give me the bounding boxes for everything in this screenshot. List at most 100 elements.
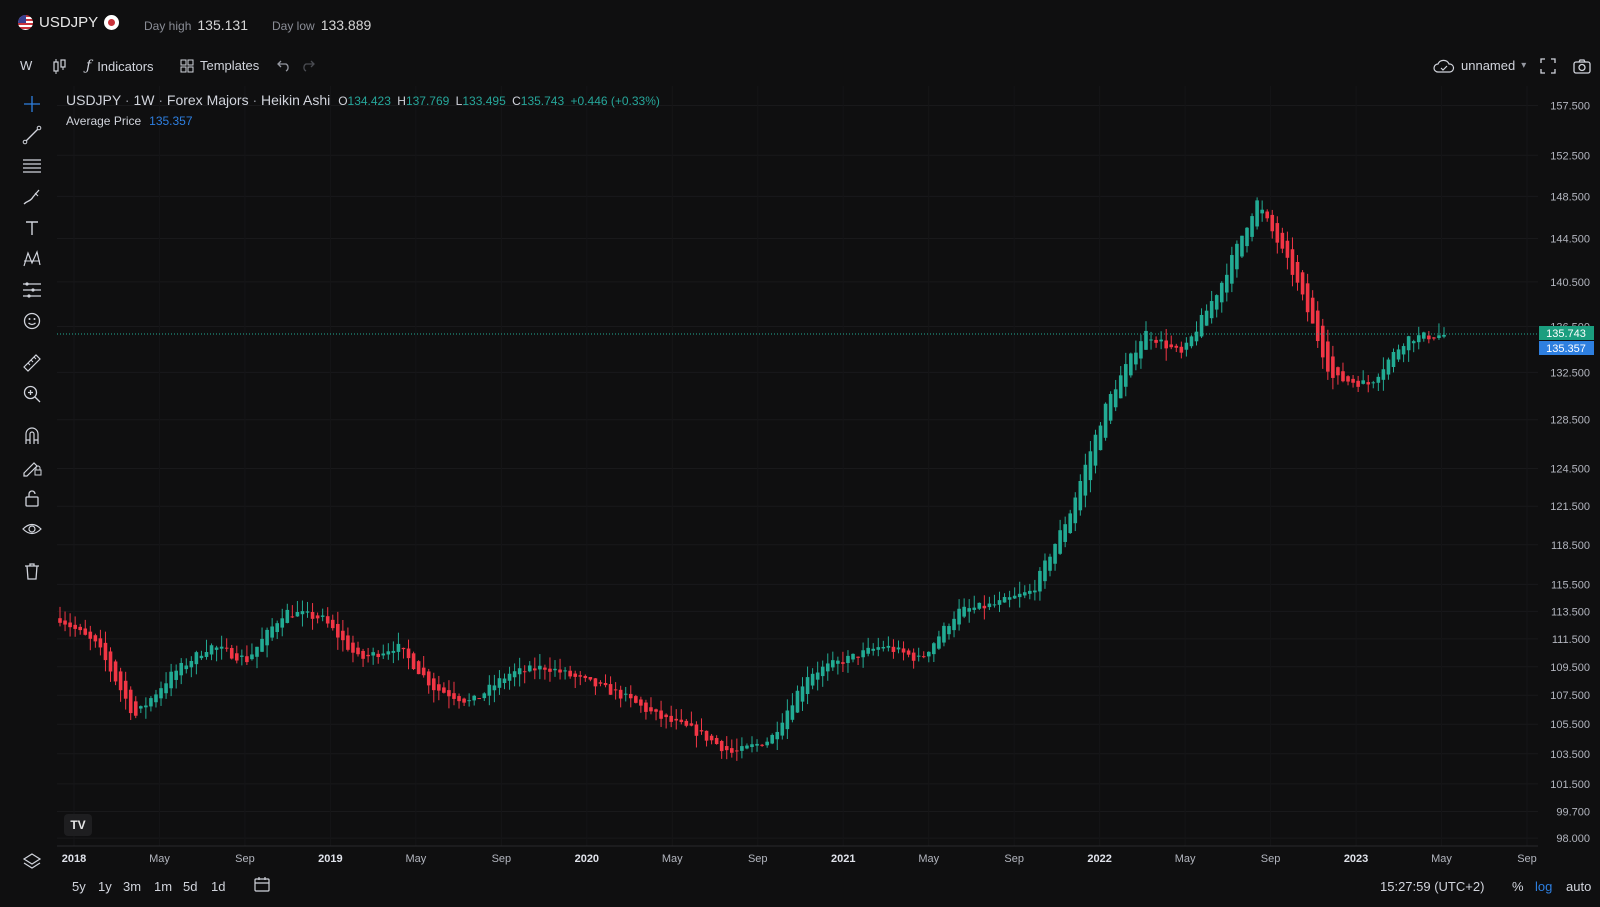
candle-down xyxy=(1154,339,1158,343)
percent-toggle[interactable]: % xyxy=(1512,879,1524,894)
fullscreen-button[interactable] xyxy=(1540,58,1556,74)
layout-button[interactable]: unnamed ▾ xyxy=(1433,58,1526,73)
candle-up xyxy=(1381,369,1386,380)
range-1m-button[interactable]: 1m xyxy=(154,879,173,894)
remove-drawings-tool[interactable] xyxy=(20,559,44,583)
pattern-tool[interactable] xyxy=(20,247,44,271)
candle-up xyxy=(623,693,628,695)
price-axis[interactable]: 157.500152.500148.500144.500140.500136.5… xyxy=(1550,100,1590,845)
crosshair-tool[interactable] xyxy=(20,92,44,116)
candle-up xyxy=(512,671,517,678)
candle-down xyxy=(1310,297,1315,324)
brush-tool[interactable] xyxy=(20,185,44,209)
forecast-icon xyxy=(23,282,41,298)
candle-down xyxy=(1265,211,1270,219)
text-tool[interactable] xyxy=(20,216,44,240)
range-1y-button[interactable]: 1y xyxy=(98,879,112,894)
candle-down xyxy=(669,715,673,722)
indicators-label: Indicators xyxy=(97,58,154,74)
price-tick-label: 109.500 xyxy=(1550,662,1590,674)
candle-up xyxy=(1391,351,1396,368)
candle-up xyxy=(1199,314,1204,337)
candle-down xyxy=(103,642,108,661)
trend-line-tool[interactable] xyxy=(20,123,44,147)
low-key: L xyxy=(455,94,463,108)
icons-tool[interactable] xyxy=(20,309,44,333)
auto-toggle[interactable]: auto xyxy=(1566,879,1592,894)
candle-up xyxy=(876,647,881,650)
chart-legend[interactable]: USDJPY · 1W · Forex Majors · Heikin Ashi… xyxy=(66,92,663,108)
candle-down xyxy=(982,605,987,609)
candle-down xyxy=(613,689,618,691)
object-tree-button[interactable] xyxy=(20,850,44,874)
log-toggle[interactable]: log xyxy=(1535,879,1553,894)
candle-down xyxy=(598,682,603,684)
lock-all-tool[interactable] xyxy=(20,486,44,510)
candle-up xyxy=(861,650,865,658)
average-price-legend[interactable]: Average Price 135.357 xyxy=(66,114,193,128)
candle-up xyxy=(1123,364,1128,387)
candle-down xyxy=(634,696,638,703)
symbol-selector[interactable]: USDJPY xyxy=(18,14,120,31)
candle-down xyxy=(133,701,138,716)
interval-button[interactable]: W xyxy=(20,58,32,73)
candle-up xyxy=(825,663,830,672)
candle-up xyxy=(1204,310,1209,326)
candle-down xyxy=(290,616,295,618)
time-tick-label: Sep xyxy=(1261,853,1281,865)
candle-down xyxy=(88,631,93,639)
unlock-icon xyxy=(25,490,39,507)
candle-up xyxy=(780,722,785,736)
candle-down xyxy=(1164,340,1168,349)
candle-up xyxy=(1386,359,1391,375)
candle-up xyxy=(992,604,997,606)
fib-tool[interactable] xyxy=(20,154,44,178)
candle-down xyxy=(224,647,229,649)
indicators-button[interactable]: ƒ Indicators xyxy=(86,58,154,74)
candle-up xyxy=(1012,595,1017,599)
day-low-value: 133.889 xyxy=(320,17,372,33)
candle-down xyxy=(1275,223,1280,243)
candle-down xyxy=(437,684,441,691)
templates-button[interactable]: Templates xyxy=(180,58,259,73)
redo-button[interactable] xyxy=(300,58,316,72)
candle-down xyxy=(1270,214,1275,232)
clock[interactable]: 15:27:59 (UTC+2) xyxy=(1380,879,1485,894)
candle-up xyxy=(972,607,977,610)
lock-drawing-tool[interactable] xyxy=(20,455,44,479)
change-value: +0.446 (+0.33%) xyxy=(570,94,660,108)
candle-up xyxy=(553,668,557,671)
candle-up xyxy=(1416,335,1421,343)
templates-label: Templates xyxy=(200,58,260,73)
chart-type-button[interactable] xyxy=(52,58,68,76)
time-axis[interactable]: 2018 May Sep 2019 May Sep 2020 May Sep 2021 May Sep… xyxy=(62,853,1537,865)
candle-up xyxy=(300,611,305,615)
magnet-tool[interactable] xyxy=(20,424,44,448)
zoom-tool[interactable] xyxy=(20,382,44,406)
candle-up xyxy=(957,608,961,625)
candle-up xyxy=(1396,349,1401,360)
range-5d-button[interactable]: 5d xyxy=(183,879,198,894)
range-1d-button[interactable]: 1d xyxy=(211,879,226,894)
avg-price-value: 135.357 xyxy=(149,114,193,128)
avg-price-label: 135.357 xyxy=(1546,343,1586,355)
price-tick-label: 107.500 xyxy=(1550,690,1590,702)
hide-drawings-tool[interactable] xyxy=(20,517,44,541)
measure-tool[interactable] xyxy=(20,351,44,375)
trend-line-icon xyxy=(22,125,42,145)
top-bar: USDJPY Day high 135.131 Day low 133.889 xyxy=(0,0,1600,46)
candle-down xyxy=(1280,232,1285,249)
undo-button[interactable] xyxy=(276,58,292,72)
tradingview-logo[interactable]: TV xyxy=(64,814,92,836)
goto-date-button[interactable] xyxy=(254,876,270,895)
candle-up xyxy=(194,652,199,665)
screenshot-button[interactable] xyxy=(1573,58,1591,74)
candle-up xyxy=(538,665,542,670)
candle-down xyxy=(704,730,709,741)
candle-down xyxy=(639,699,643,706)
symbol-name[interactable]: USDJPY xyxy=(39,14,99,31)
forecast-tool[interactable] xyxy=(20,278,44,302)
range-5y-button[interactable]: 5y xyxy=(72,879,86,894)
range-3m-button[interactable]: 3m xyxy=(123,879,142,894)
